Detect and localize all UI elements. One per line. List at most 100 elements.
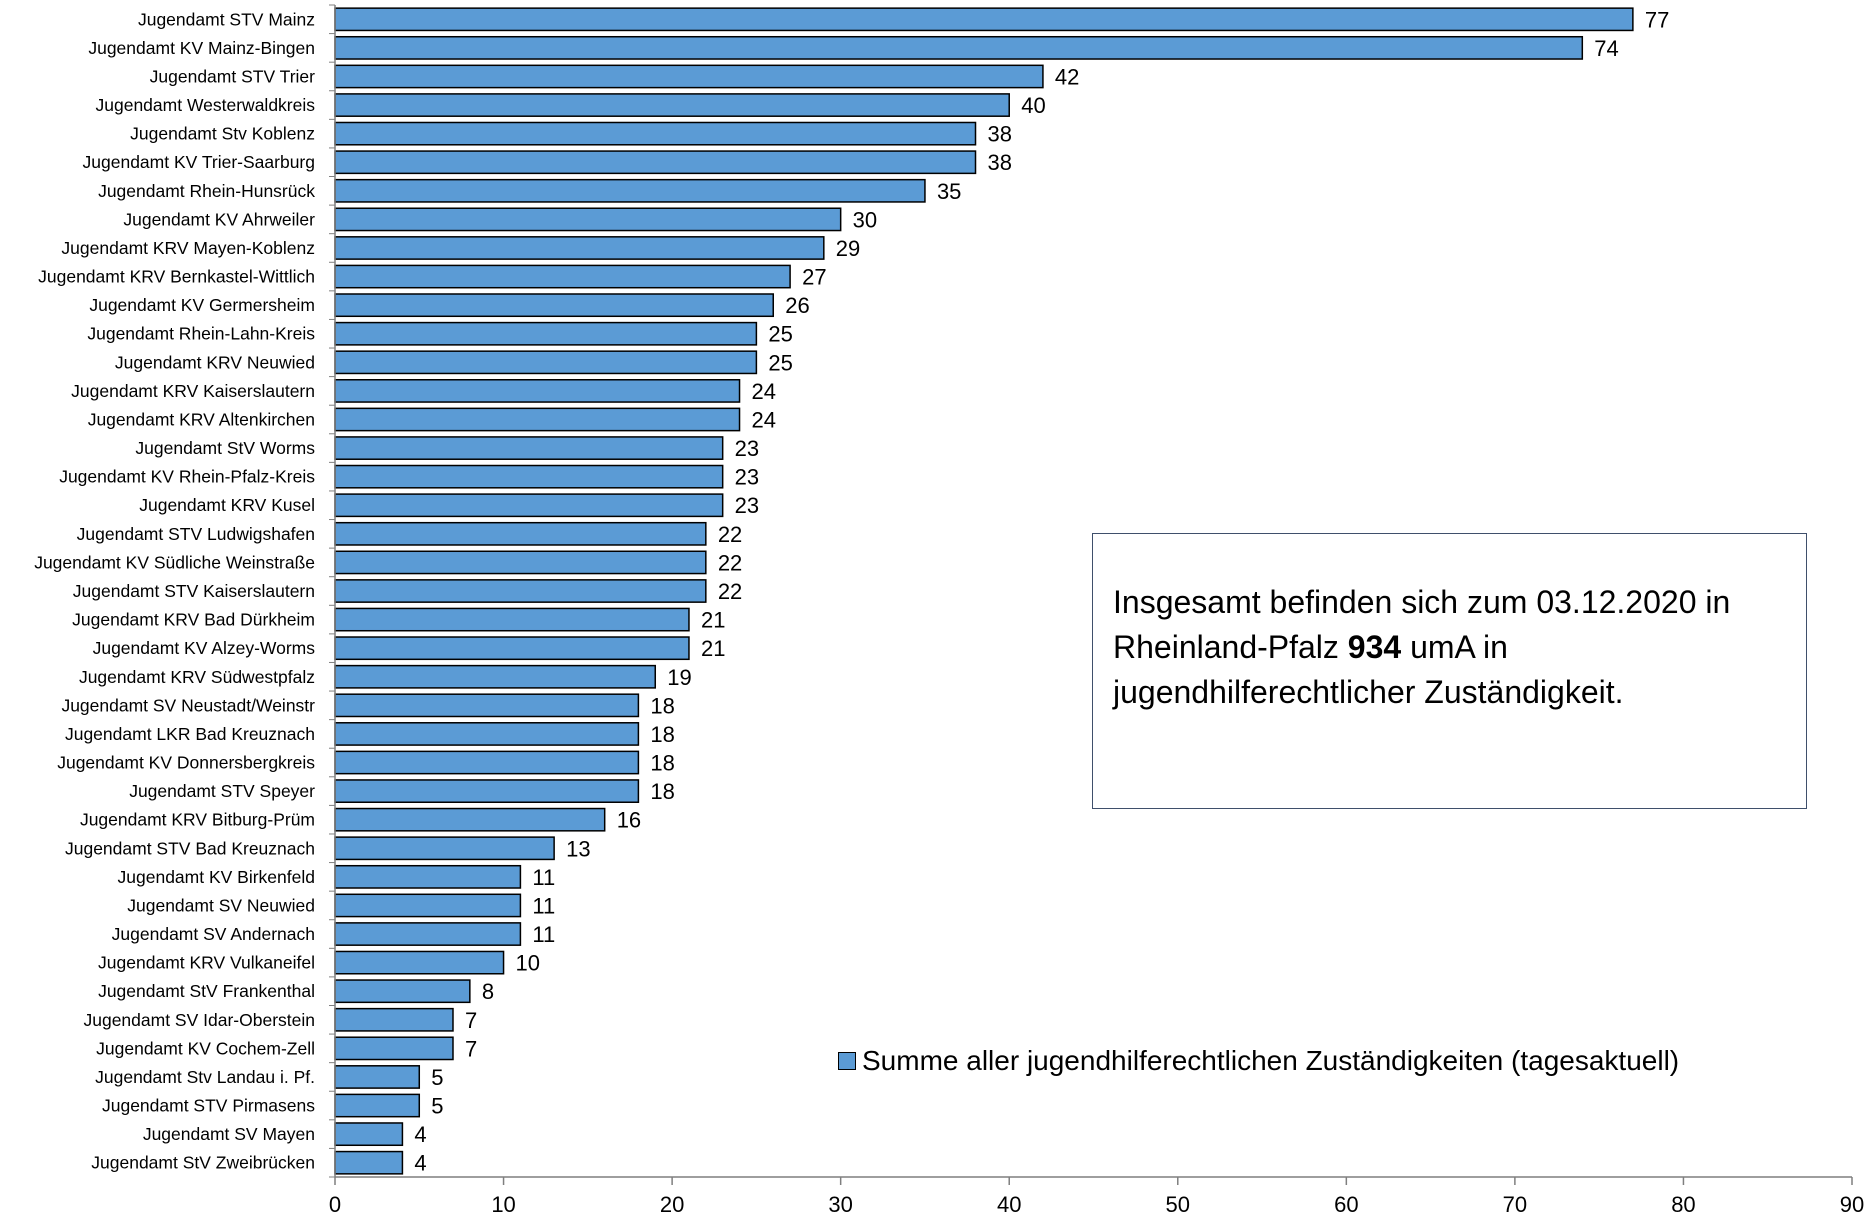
bar — [334, 464, 724, 489]
bar — [334, 1007, 454, 1032]
x-tick-label: 30 — [828, 1192, 852, 1216]
value-label: 27 — [802, 265, 826, 290]
category-label: Jugendamt Rhein-Lahn-Kreis — [87, 324, 315, 344]
value-label: 23 — [735, 436, 759, 461]
bar — [334, 236, 825, 260]
bar — [334, 950, 505, 975]
category-label: Jugendamt KV Germersheim — [89, 295, 315, 315]
value-label: 13 — [566, 836, 590, 861]
bar — [334, 7, 1634, 32]
category-label: Jugendamt KRV Neuwied — [115, 352, 315, 372]
value-label: 22 — [718, 579, 742, 604]
value-label: 11 — [532, 922, 555, 947]
x-tick-label: 50 — [1166, 1192, 1190, 1216]
summary-annotation-box: Insgesamt befinden sich zum 03.12.2020 i… — [1092, 533, 1807, 809]
category-label: Jugendamt STV Ludwigshafen — [77, 524, 315, 544]
category-label: Jugendamt KRV Bernkastel-Wittlich — [38, 267, 315, 287]
value-label: 25 — [768, 322, 792, 347]
category-label: Jugendamt KV Alzey-Worms — [93, 638, 316, 658]
category-label: Jugendamt KV Rhein-Pfalz-Kreis — [59, 467, 315, 487]
bar — [334, 150, 977, 175]
category-label: Jugendamt StV Frankenthal — [98, 981, 315, 1001]
category-label: Jugendamt KRV Vulkaneifel — [98, 953, 315, 973]
value-label: 38 — [988, 150, 1012, 175]
category-label: Jugendamt KRV Kaiserslautern — [71, 381, 315, 401]
category-label: Jugendamt Rhein-Hunsrück — [98, 181, 315, 201]
value-label: 38 — [988, 122, 1012, 147]
bar — [334, 836, 555, 861]
category-label: Jugendamt KV Donnersbergkreis — [57, 753, 315, 773]
bar — [334, 264, 791, 289]
annotation-text-after: umA in jugendhilferechtlicher Zuständigk… — [1113, 629, 1624, 710]
category-label: Jugendamt KV Birkenfeld — [118, 867, 315, 887]
value-label: 7 — [465, 1008, 477, 1033]
value-label: 24 — [752, 379, 776, 404]
bar — [334, 178, 926, 203]
value-label: 10 — [516, 951, 540, 976]
bar — [334, 550, 707, 575]
value-label: 11 — [532, 893, 555, 918]
category-label: Jugendamt LKR Bad Kreuznach — [65, 724, 315, 744]
bar — [334, 350, 758, 375]
x-tick-label: 70 — [1503, 1192, 1527, 1216]
annotation-total-value: 934 — [1347, 629, 1402, 665]
value-label: 74 — [1594, 36, 1618, 61]
legend-series-label: Summe aller jugendhilferechtlichen Zustä… — [862, 1045, 1680, 1076]
value-label: 21 — [701, 608, 725, 633]
bar — [334, 121, 977, 146]
category-label: Jugendamt SV Neuwied — [127, 895, 315, 915]
bar — [334, 664, 657, 689]
axes-group: 0 10 20 30 40 50 60 70 80 90 — [329, 4, 1864, 1216]
value-label: 24 — [752, 407, 776, 432]
value-label: 22 — [718, 522, 742, 547]
bar — [334, 979, 471, 1004]
x-tick-label: 80 — [1671, 1192, 1695, 1216]
bar — [334, 693, 640, 718]
value-label: 30 — [853, 207, 877, 232]
value-label: 7 — [465, 1036, 477, 1061]
bar — [334, 1036, 454, 1061]
value-label: 35 — [937, 179, 961, 204]
bar — [334, 722, 640, 746]
bar — [334, 1150, 404, 1175]
bar — [334, 893, 522, 918]
category-label: Jugendamt STV Mainz — [138, 9, 315, 29]
bar — [334, 607, 690, 632]
x-tick-label: 40 — [997, 1192, 1021, 1216]
category-label: Jugendamt STV Bad Kreuznach — [65, 838, 315, 858]
value-label: 18 — [650, 751, 674, 776]
category-label: Jugendamt KRV Südwestpfalz — [79, 667, 315, 687]
value-label: 21 — [701, 636, 725, 661]
value-label: 23 — [735, 465, 759, 490]
value-labels-group: 7774424038383530292726252524242323232222… — [414, 7, 1669, 1175]
category-label: Jugendamt STV Pirmasens — [102, 1096, 315, 1116]
value-label: 29 — [836, 236, 860, 261]
bar — [334, 207, 842, 232]
value-label: 22 — [718, 550, 742, 575]
value-label: 42 — [1055, 64, 1079, 89]
category-label: Jugendamt StV Worms — [135, 438, 315, 458]
value-label: 5 — [431, 1065, 443, 1090]
bar — [334, 864, 522, 889]
value-label: 18 — [650, 722, 674, 747]
value-label: 18 — [650, 779, 674, 804]
value-label: 77 — [1645, 7, 1669, 32]
category-label: Jugendamt STV Kaiserslautern — [73, 581, 315, 601]
value-label: 5 — [431, 1094, 443, 1119]
value-label: 18 — [650, 693, 674, 718]
category-label: Jugendamt KRV Bitburg-Prüm — [80, 810, 315, 830]
category-label: Jugendamt STV Speyer — [129, 781, 315, 801]
x-tick-label: 60 — [1334, 1192, 1358, 1216]
category-label: Jugendamt SV Neustadt/Weinstr — [61, 695, 315, 715]
value-label: 16 — [617, 808, 641, 833]
value-label: 4 — [414, 1151, 426, 1176]
bar — [334, 493, 724, 518]
bar — [334, 922, 522, 946]
bar — [334, 521, 707, 546]
category-label: Jugendamt KV Mainz-Bingen — [88, 38, 315, 58]
x-tick-label: 20 — [660, 1192, 684, 1216]
value-label: 11 — [532, 865, 555, 890]
category-label: Jugendamt KV Ahrweiler — [123, 209, 315, 229]
category-label: Jugendamt SV Idar-Oberstein — [83, 1010, 315, 1030]
